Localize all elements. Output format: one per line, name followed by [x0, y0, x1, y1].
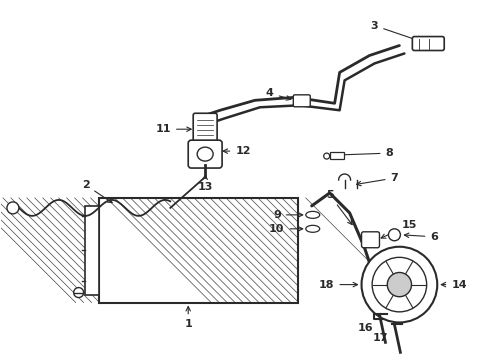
Text: 14: 14	[440, 280, 466, 289]
Text: 5: 5	[325, 190, 351, 225]
Text: 2: 2	[81, 180, 112, 203]
Text: 16: 16	[357, 323, 372, 333]
Ellipse shape	[197, 147, 213, 161]
Circle shape	[361, 247, 436, 323]
Circle shape	[323, 153, 329, 159]
Text: 11: 11	[155, 124, 191, 134]
Ellipse shape	[305, 225, 319, 232]
FancyBboxPatch shape	[293, 95, 309, 107]
Bar	[329, 152, 343, 159]
FancyBboxPatch shape	[188, 140, 222, 168]
Text: 4: 4	[265, 88, 290, 100]
Text: 15: 15	[380, 220, 416, 238]
Text: 17: 17	[372, 333, 387, 343]
Circle shape	[371, 257, 426, 312]
FancyBboxPatch shape	[361, 232, 379, 248]
Circle shape	[7, 202, 19, 214]
Text: 9: 9	[272, 210, 302, 220]
Bar	[84, 206, 99, 294]
Text: 18: 18	[318, 280, 357, 289]
Text: 7: 7	[356, 173, 398, 186]
Text: 6: 6	[404, 232, 437, 242]
Text: 13: 13	[197, 175, 212, 192]
Text: 10: 10	[268, 224, 302, 234]
Text: 12: 12	[223, 146, 250, 156]
FancyBboxPatch shape	[411, 37, 443, 50]
Text: 1: 1	[184, 307, 192, 329]
FancyBboxPatch shape	[193, 113, 217, 145]
Circle shape	[74, 288, 83, 298]
Text: 8: 8	[338, 148, 392, 158]
Circle shape	[386, 273, 411, 297]
Bar	[99, 198, 297, 302]
Circle shape	[387, 229, 400, 241]
Ellipse shape	[305, 211, 319, 219]
Text: 3: 3	[370, 21, 420, 42]
